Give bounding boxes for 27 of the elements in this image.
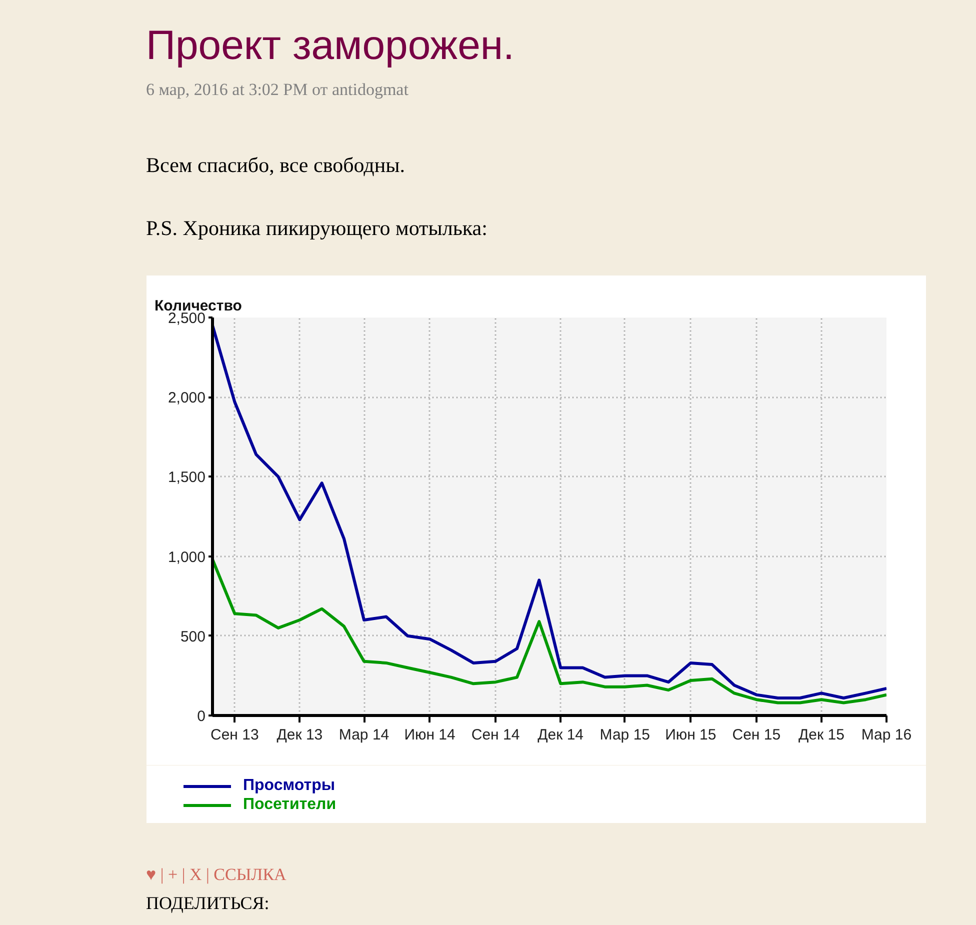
y-tick-label: 0 [197, 708, 206, 725]
text: ♥ | + | X | ССЫЛКА [146, 864, 286, 886]
y-tick-label: 1,000 [168, 548, 206, 566]
x-tick-label: Мар 15 [600, 726, 650, 744]
x-tick-label: Июн 15 [665, 726, 716, 744]
line-series [212, 324, 886, 700]
y-tick-label: 500 [180, 628, 206, 646]
x-tick-label: Сен 14 [471, 726, 520, 744]
y-tick-label: 2,000 [168, 390, 206, 407]
chart-title: Проект заморожен. [146, 22, 514, 68]
text: Всем спасибо, все свободны. [146, 152, 405, 179]
legend-label: Посетители [243, 796, 336, 814]
x-tick-label: Мар 16 [861, 726, 912, 744]
y-tick-label: 2,500 [168, 310, 206, 327]
x-tick-label: Июн 14 [404, 726, 456, 744]
x-tick-label: Сен 15 [732, 726, 781, 744]
x-tick-label: Сен 13 [210, 726, 259, 744]
x-tick-label: Дек 15 [798, 726, 844, 744]
x-tick-label: Дек 13 [276, 726, 323, 744]
text: P.S. Хроника пикирующего мотылька: [146, 215, 488, 242]
x-tick-label: Дек 14 [538, 726, 584, 744]
y-tick-label: 1,500 [168, 469, 206, 486]
legend-label: Просмотры [243, 777, 336, 795]
line-series [212, 558, 886, 704]
x-tick-label: Мар 14 [338, 726, 390, 744]
chart-subtitle: 6 мар, 2016 at 3:02 PM от antidogmat [146, 79, 408, 101]
text: ПОДЕЛИТЬСЯ: [146, 892, 270, 915]
